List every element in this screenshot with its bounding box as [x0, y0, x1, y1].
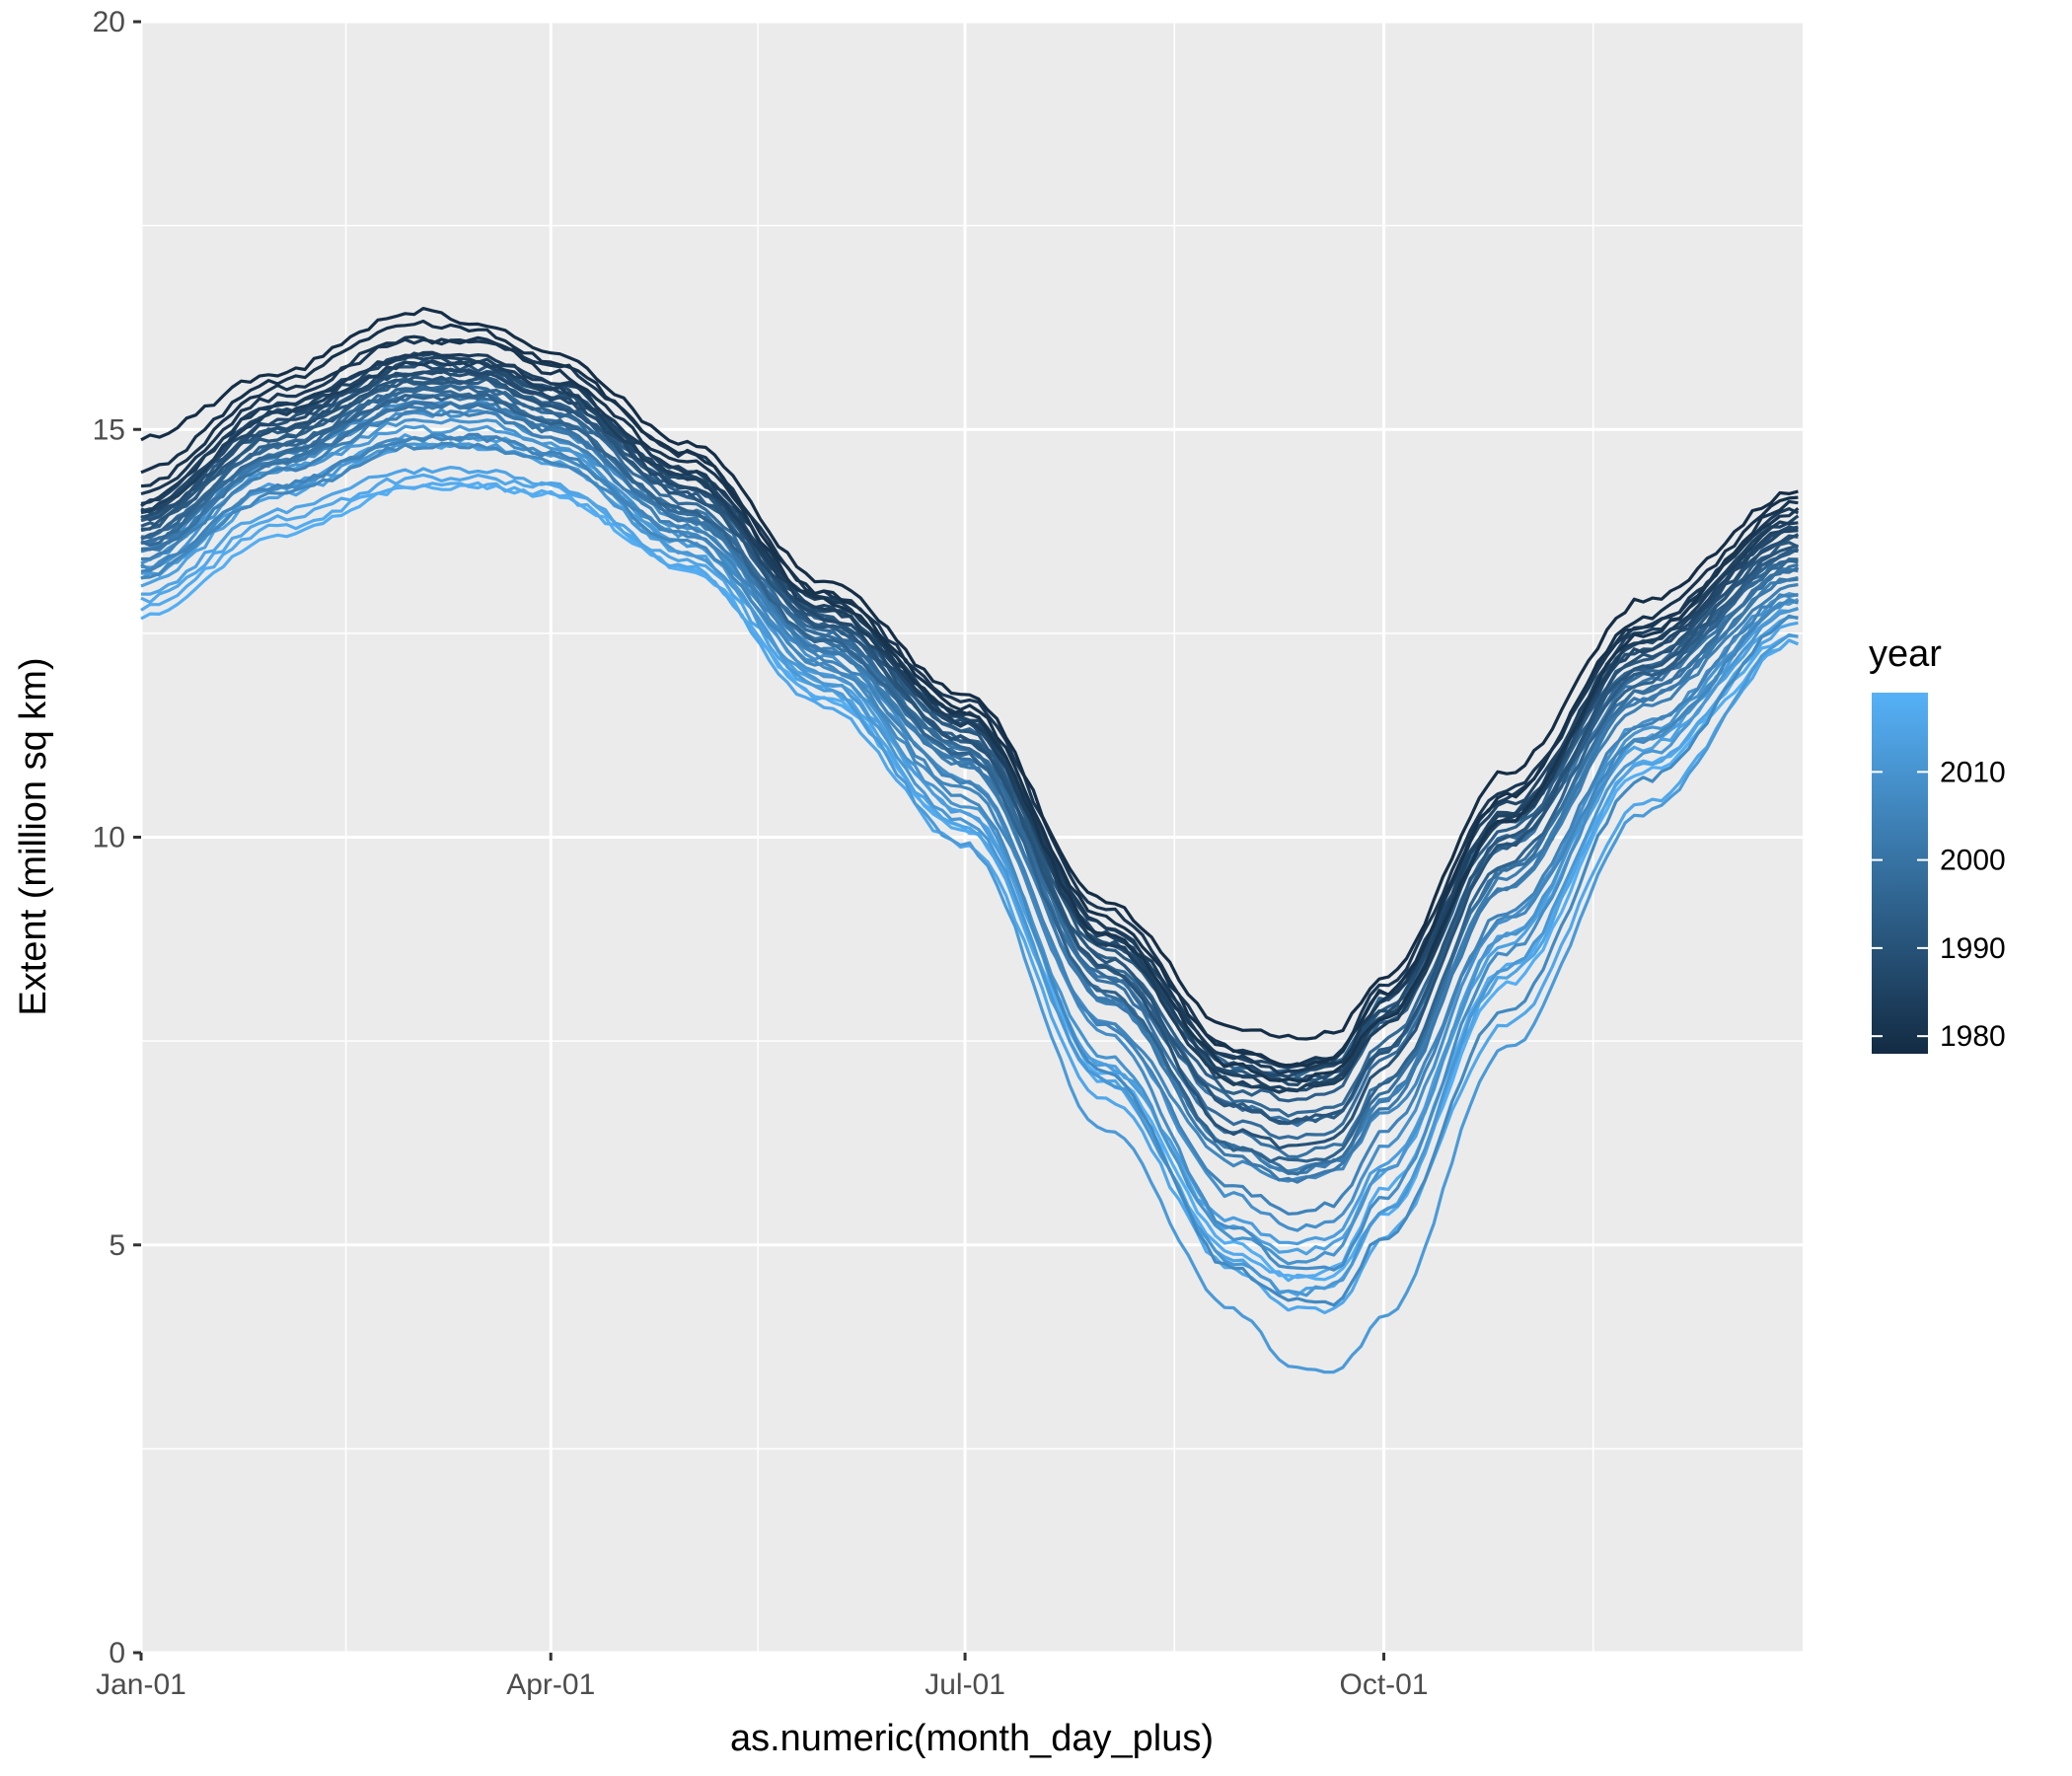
- legend: year 1980 1990 2000 2010: [1869, 633, 2006, 1054]
- series-line-2012: [140, 424, 1799, 1374]
- legend-breaks: 1980 1990 2000 2010: [1872, 756, 2006, 1053]
- x-tick-label: Jan-01: [96, 1668, 186, 1701]
- series-line-2011: [140, 442, 1799, 1297]
- series-line-1981: [140, 334, 1799, 1082]
- series-line-2017: [140, 481, 1799, 1283]
- legend-break-label: 1980: [1940, 1020, 2006, 1053]
- series-line-1979: [140, 307, 1799, 1041]
- x-axis: Jan-01 Apr-01 Jul-01 Oct-01: [96, 1653, 1429, 1701]
- y-tick-label: 5: [109, 1229, 125, 1262]
- series-line-1982: [140, 337, 1800, 1068]
- major-gridlines: [139, 20, 1803, 1655]
- series-line-2005: [140, 432, 1799, 1216]
- series-line-2004: [140, 408, 1799, 1173]
- series-line-2010: [140, 417, 1800, 1266]
- series-line-1980: [140, 319, 1799, 1068]
- legend-break-label: 1990: [1940, 932, 2006, 965]
- legend-break-label: 2000: [1940, 845, 2006, 877]
- series-line-2006: [140, 441, 1799, 1183]
- y-axis: 0 5 10 15 20: [93, 6, 141, 1669]
- x-tick-label: Jul-01: [925, 1668, 1005, 1701]
- series-lines: [140, 307, 1800, 1374]
- series-line-2015: [141, 466, 1799, 1296]
- series-line-1992: [140, 375, 1800, 1082]
- x-axis-title: as.numeric(month_day_plus): [730, 1718, 1214, 1759]
- legend-colorbar: [1872, 693, 1928, 1054]
- y-tick-label: 0: [109, 1637, 125, 1669]
- legend-title: year: [1869, 633, 1942, 675]
- y-tick-label: 10: [93, 822, 125, 854]
- x-tick-label: Oct-01: [1340, 1668, 1429, 1701]
- series-line-2000: [141, 401, 1799, 1159]
- y-tick-label: 20: [93, 6, 125, 38]
- legend-break-label: 2010: [1940, 756, 2006, 788]
- y-tick-label: 15: [93, 413, 125, 446]
- series-line-2003: [140, 401, 1799, 1175]
- series-line-1995: [140, 392, 1799, 1163]
- x-tick-label: Apr-01: [506, 1668, 595, 1701]
- series-line-1997: [140, 387, 1799, 1118]
- y-axis-title: Extent (million sq km): [13, 657, 54, 1015]
